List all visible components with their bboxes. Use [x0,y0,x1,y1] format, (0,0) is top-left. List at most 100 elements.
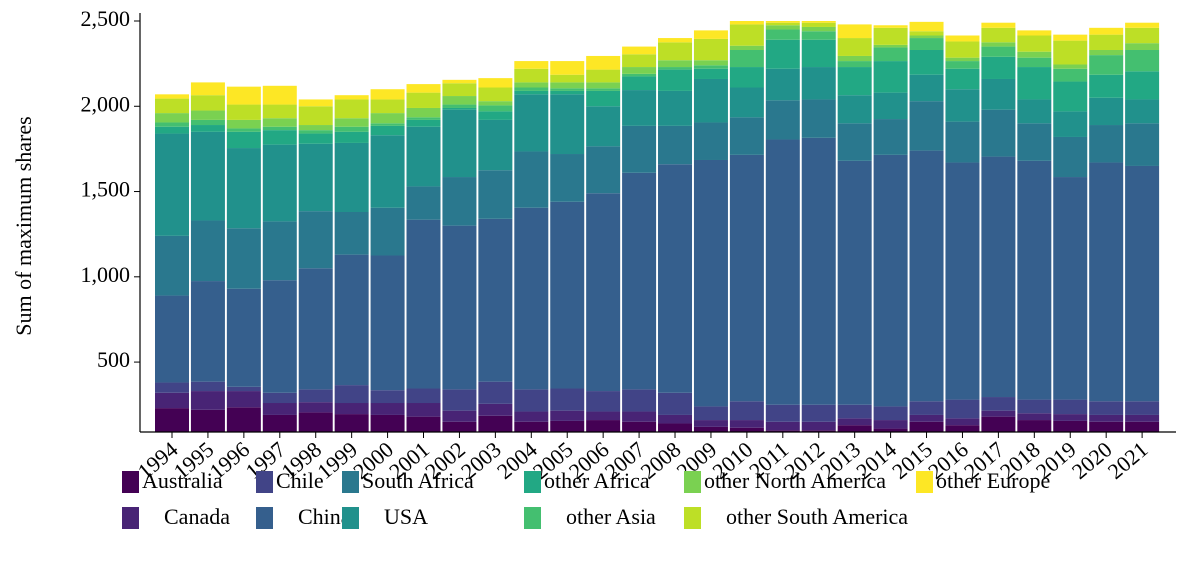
bar-segment [155,98,189,114]
bar-segment [765,25,800,30]
bar-segment [658,392,693,415]
bar-segment [729,401,764,421]
bar-segment [334,212,369,255]
x-tick-label: 2021 [1103,437,1153,484]
bar-segment [586,69,621,83]
bar-segment [478,403,513,416]
bar-segment [478,78,513,88]
bar-segment [765,39,800,69]
bar-segment [1053,399,1088,415]
bar-segment [514,82,549,88]
bar-segment [909,31,944,36]
bar-segment [1125,43,1160,50]
bar-segment [190,119,225,126]
bar-segment [693,30,728,39]
bar-segment [406,84,441,93]
bar-segment [586,391,621,412]
bar-segment [334,403,369,415]
bar-segment [729,420,764,428]
bar-segment [1053,68,1088,82]
bar-segment [622,125,657,173]
bar-segment [658,42,693,61]
bar-segment [334,254,369,386]
bar-segment [298,211,333,269]
bar-segment [873,428,908,432]
bar-segment [442,421,477,432]
bar-segment [981,397,1016,411]
bar-segment [909,21,944,32]
bar-segment [622,54,657,68]
bar-segment [190,281,225,382]
bar-segment [514,151,549,208]
bar-segment [514,87,549,91]
bar-segment [873,92,908,120]
bar-segment [514,94,549,152]
bar-segment [1125,71,1160,100]
bar-segment [226,407,261,432]
bar-segment [550,388,585,411]
bar-segment [406,119,441,127]
bar-segment [586,90,621,107]
bar-segment [226,128,261,132]
bar-segment [478,119,513,171]
bar-segment [873,27,908,45]
bar-segment [1089,421,1124,432]
bar-segment [765,404,800,422]
bar-segment [1017,35,1052,52]
bar-segment [442,109,477,178]
bar-segment [370,135,405,208]
bar-segment [801,67,836,100]
bar-segment [622,389,657,412]
bar-segment [1017,399,1052,414]
y-tick-label: 2,000 [81,91,131,116]
bar-segment [514,411,549,422]
legend-label: USA [384,504,428,529]
bar-segment [406,403,441,417]
bar-segment [550,82,585,89]
bar-segment [1017,30,1052,36]
bar-segment [442,79,477,84]
legend-swatch [342,507,359,529]
bar-segment [765,21,800,23]
bar-segment [586,411,621,421]
bar-segment [873,154,908,407]
bar-segment [622,46,657,55]
bar-segment [1125,165,1160,402]
bar-segment [298,412,333,432]
bar-segment [909,38,944,50]
bar-segment [478,111,513,120]
bar-segment [909,74,944,102]
bar-segment [586,420,621,432]
bar-segment [1053,136,1088,178]
bar-segment [945,425,980,432]
bar-segment [1089,162,1124,402]
y-tick-label: 1,000 [81,262,131,287]
bar-segment [155,295,189,383]
bar-segment [693,159,728,407]
legend-label: Canada [164,504,230,529]
bar-segment [586,55,621,70]
bar-segment [298,143,333,212]
bar-segment [370,89,405,100]
bar-segment [370,207,405,256]
bar-segment [1089,34,1124,50]
bar-segment [837,61,872,68]
bar-segment [801,31,836,40]
bar-segment [1089,27,1124,35]
legend-label: Australia [142,468,223,493]
bar-segment [837,425,872,432]
bar-segment [945,89,980,122]
bar-segment [514,61,549,69]
bar-segment [693,38,728,61]
bar-segment [298,268,333,390]
legend-swatch [684,507,701,529]
bar-segment [837,95,872,124]
bar-segment [550,410,585,421]
bar-segment [693,122,728,160]
bar-segment [981,410,1016,417]
bar-segment [945,121,980,163]
legend-swatch [342,471,359,493]
bar-segment [729,21,764,25]
bar-segment [981,46,1016,57]
bar-segment [837,160,872,405]
